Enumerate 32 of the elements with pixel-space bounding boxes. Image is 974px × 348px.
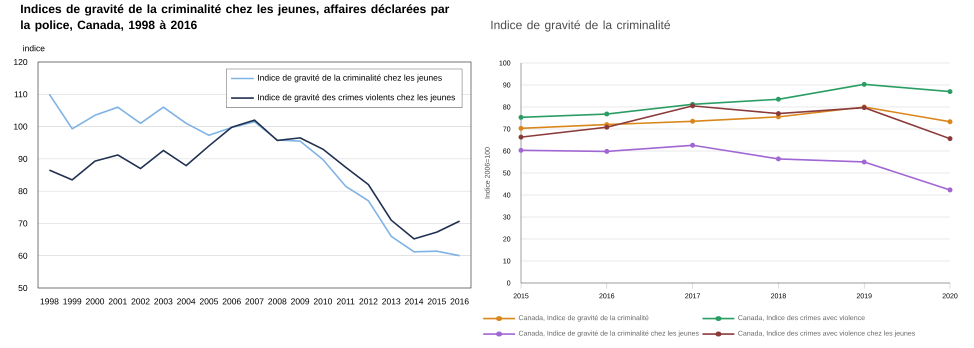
legend-label: Indice de gravité de la criminalité chez les jeunes	[258, 74, 442, 82]
x-tick-label: 2014	[404, 298, 424, 304]
y-tick-label: 90	[18, 156, 28, 162]
x-tick-label: 1999	[63, 298, 82, 304]
x-tick-label: 1998	[40, 298, 59, 304]
x-tick-label: 2011	[336, 298, 354, 304]
x-tick-label: 2015	[428, 298, 446, 304]
chart-title: Indices de gravité de la criminalité chez les jeunes, affaires déclarées par la police, Canada, 1998 à 2016	[21, 4, 450, 32]
x-tick-label: 2008	[268, 298, 286, 304]
y-tick-label: 80	[18, 188, 28, 194]
x-tick-label: 2012	[359, 298, 378, 304]
y-tick-label: 120	[14, 58, 28, 65]
y-tick-label: 100	[14, 124, 28, 130]
legend-label: Indice de gravité des crimes violents chez les jeunes	[258, 94, 456, 102]
x-tick-label: 2003	[154, 298, 172, 304]
x-tick-label: 2002	[132, 298, 150, 304]
y-axis-title: indice	[23, 45, 45, 52]
x-tick-label: 2000	[86, 298, 104, 304]
x-tick-label: 2001	[108, 298, 127, 304]
y-tick-label: 60	[18, 252, 28, 259]
x-tick-label: 2010	[314, 298, 332, 304]
x-tick-label: 2016	[450, 298, 469, 304]
x-tick-label: 2004	[177, 298, 196, 304]
x-tick-label: 2006	[222, 298, 241, 304]
chart-title: Indice de gravité de la criminalité	[491, 20, 670, 32]
x-tick-label: 2007	[245, 298, 264, 304]
y-tick-label: 70	[18, 220, 28, 226]
y-tick-label: 110	[14, 91, 28, 98]
y-tick-label: 50	[18, 284, 28, 291]
x-tick-label: 2005	[200, 298, 218, 304]
x-tick-label: 2013	[382, 298, 400, 304]
x-tick-label: 2009	[291, 298, 310, 304]
